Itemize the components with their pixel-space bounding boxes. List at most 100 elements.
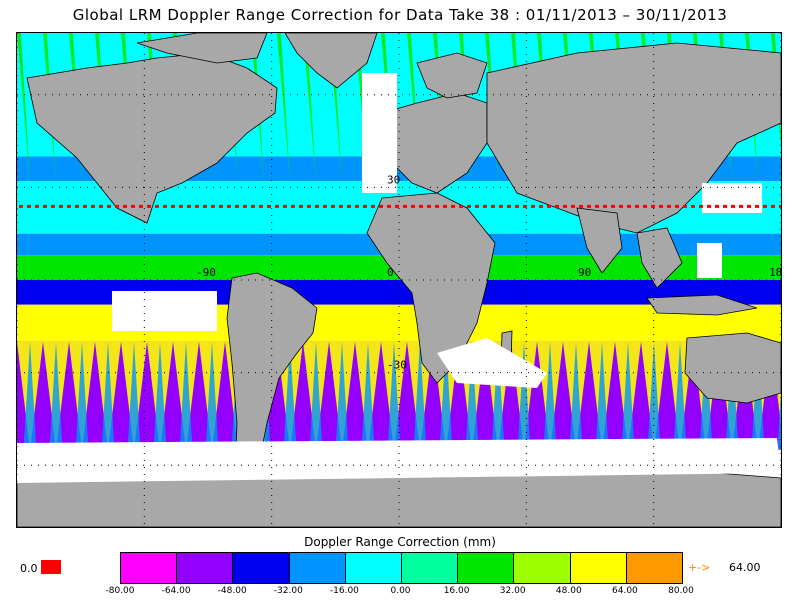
transition-dash — [107, 204, 111, 208]
transition-dash — [587, 204, 591, 208]
colorbar-tick-label: 16.00 — [443, 586, 470, 596]
transition-dash — [515, 204, 519, 208]
transition-dash — [171, 204, 175, 208]
transition-dash — [539, 204, 543, 208]
colorbar-tick-label: 80.00 — [668, 586, 694, 596]
swath-south-inner — [387, 341, 401, 450]
transition-dash — [667, 204, 671, 208]
swath-south-inner — [413, 341, 427, 450]
land-australia — [684, 332, 781, 404]
transition-dash — [651, 204, 655, 208]
transition-dash — [595, 204, 599, 208]
land-greenland — [284, 33, 378, 89]
transition-dash — [699, 204, 703, 208]
overflow-arrow: +-> — [688, 561, 711, 574]
transition-dash — [291, 204, 295, 208]
transition-dash — [91, 204, 95, 208]
transition-dash — [387, 204, 391, 208]
transition-dash — [619, 204, 623, 208]
map-panel[interactable]: 30 -90 0 90 180 -30 — [16, 32, 782, 528]
swath-south-inner — [179, 341, 193, 450]
transition-dash — [739, 204, 743, 208]
land-europe — [381, 92, 488, 194]
transition-dash — [579, 204, 583, 208]
transition-dash — [251, 204, 255, 208]
swath-south-inner — [335, 341, 349, 450]
transition-dash — [731, 204, 735, 208]
colorbar-segment — [570, 553, 627, 583]
transition-dash — [131, 204, 135, 208]
transition-dash — [611, 204, 615, 208]
transition-dash — [523, 204, 527, 208]
swath-south-inner — [49, 341, 63, 450]
transition-dash — [75, 204, 79, 208]
swath-south-inner — [517, 341, 531, 450]
swath-south-inner — [543, 341, 557, 450]
transition-dash — [467, 204, 471, 208]
transition-dash — [299, 204, 303, 208]
colorbar-segment — [289, 553, 346, 583]
swath-south-inner — [361, 341, 375, 450]
transition-dash — [707, 204, 711, 208]
land-indonesia — [646, 294, 758, 316]
transition-dash — [443, 204, 447, 208]
colorbar-tick-label: 48.00 — [555, 586, 582, 596]
land-africa — [366, 192, 496, 384]
transition-dash — [187, 204, 191, 208]
transition-dash — [371, 204, 375, 208]
grid-label: 30 — [387, 173, 400, 186]
colorbar-tick-label: -32.00 — [273, 586, 303, 596]
transition-dash — [483, 204, 487, 208]
colorbar-tick-label: 32.00 — [499, 586, 526, 596]
transition-dash — [683, 204, 687, 208]
transition-dash — [459, 204, 463, 208]
transition-dash — [99, 204, 103, 208]
grid-label: -90 — [196, 266, 216, 279]
swath-south-inner — [101, 341, 115, 450]
transition-dash — [339, 204, 343, 208]
transition-dash — [779, 204, 781, 208]
transition-dash — [323, 204, 327, 208]
colorbar-segment — [177, 553, 234, 583]
transition-dash — [771, 204, 775, 208]
swath-south-inner — [283, 341, 297, 450]
grid-label: 180 — [769, 266, 781, 279]
transition-dash — [139, 204, 143, 208]
colorbar-segment — [626, 553, 683, 583]
swath-south-inner — [595, 341, 609, 450]
transition-dash — [203, 204, 207, 208]
land-southeast-asia — [636, 227, 683, 289]
transition-dash — [19, 204, 23, 208]
transition-dash — [627, 204, 631, 208]
transition-dash — [563, 204, 567, 208]
swath-south-inner — [23, 341, 37, 450]
colorbar-tick-label: 0.00 — [390, 586, 411, 596]
grid-labels: 30 -90 0 90 180 -30 — [196, 173, 781, 371]
transition-dash — [715, 204, 719, 208]
transition-dash — [83, 204, 87, 208]
transition-dash — [163, 204, 167, 208]
undefined-color-swatch — [41, 560, 61, 574]
transition-dash — [27, 204, 31, 208]
transition-dash — [507, 204, 511, 208]
transition-dash — [555, 204, 559, 208]
colorbar-title: Doppler Range Correction (mm) — [304, 535, 496, 549]
transition-dash — [147, 204, 151, 208]
transition-dash — [227, 204, 231, 208]
transition-dash — [179, 204, 183, 208]
transition-dash — [435, 204, 439, 208]
colorbar-segment — [514, 553, 571, 583]
transition-dash — [347, 204, 351, 208]
colorbar-segment — [345, 553, 403, 583]
colorbar-tick-label: 64.00 — [612, 586, 638, 596]
swath-south-inner — [621, 341, 635, 450]
colorbar-tick-label: -80.00 — [105, 586, 135, 596]
land-masses — [17, 33, 781, 527]
transition-dash — [571, 204, 575, 208]
transition-dash — [115, 204, 119, 208]
grid-label: 0 — [387, 266, 394, 279]
transition-dash — [275, 204, 279, 208]
swath-south-inner — [569, 341, 583, 450]
chart-title: Global LRM Doppler Range Correction for … — [72, 6, 728, 24]
swath-south-inner — [153, 341, 167, 450]
